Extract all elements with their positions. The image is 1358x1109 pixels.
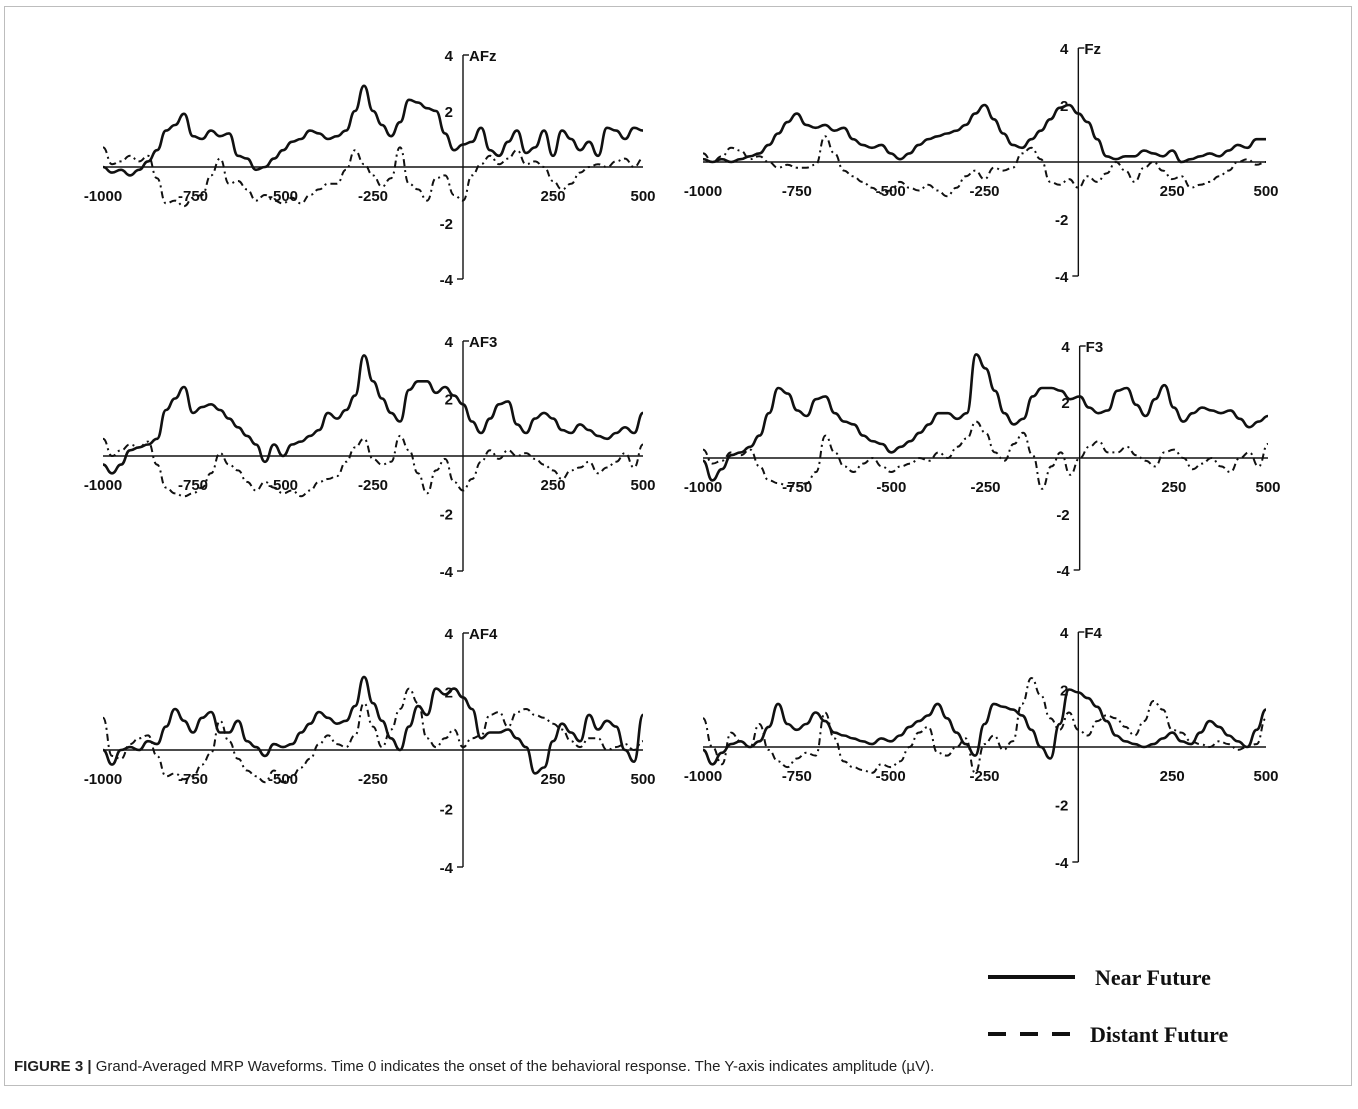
figure-svg: AFz -1000 -750 -500 -250 250 500 4 2 -2 -4 Fz -1000 -…	[84, 41, 1281, 1047]
legend: Near Future Distant Future	[988, 965, 1229, 1047]
x-tick-label: 250	[1161, 479, 1186, 496]
y-tick-label: -2	[1055, 798, 1068, 815]
figure-frame	[4, 6, 1352, 1086]
x-tick-label: -250	[969, 183, 999, 200]
y-tick-label: 4	[1061, 339, 1070, 356]
y-tick-label: -4	[1055, 269, 1069, 286]
y-tick-label: -4	[1056, 563, 1070, 580]
x-tick-label: 500	[630, 477, 655, 494]
channel-label: F3	[1086, 339, 1104, 356]
x-tick-label: -1000	[84, 771, 122, 788]
x-tick-label: 500	[630, 188, 655, 205]
y-tick-label: 4	[1060, 41, 1069, 58]
x-tick-label: -500	[268, 771, 298, 788]
x-tick-label: -250	[358, 771, 388, 788]
x-tick-label: -250	[970, 479, 1000, 496]
channel-label: AF3	[469, 334, 497, 351]
y-tick-label: -2	[1055, 212, 1068, 229]
panel-afz: AFz -1000 -750 -500 -250 250 500 4 2 -2 -4	[84, 48, 656, 289]
y-tick-label: 4	[445, 626, 454, 643]
near-future-line	[702, 103, 1266, 164]
x-tick-label: -1000	[684, 768, 722, 785]
x-tick-label: -750	[782, 183, 812, 200]
near-future-line	[702, 688, 1267, 766]
y-tick-label: 2	[445, 392, 453, 409]
x-tick-label: 250	[540, 188, 565, 205]
x-tick-label: -500	[876, 768, 906, 785]
x-tick-label: -750	[178, 188, 208, 205]
panel-af3: AF3 -1000 -750 -500 -250 250 500 4 2 -2 -4	[84, 334, 656, 581]
x-tick-label: 500	[1253, 183, 1278, 200]
x-tick-label: -500	[268, 188, 298, 205]
legend-near-future-label: Near Future	[1095, 965, 1211, 990]
x-tick-label: 250	[540, 771, 565, 788]
y-tick-label: -4	[440, 860, 454, 877]
x-tick-label: 250	[1160, 183, 1185, 200]
legend-distant-future-label: Distant Future	[1090, 1022, 1229, 1047]
y-tick-label: -4	[440, 564, 454, 581]
channel-label: F4	[1084, 625, 1102, 642]
x-tick-label: 250	[540, 477, 565, 494]
x-tick-label: -750	[782, 768, 812, 785]
y-tick-label: 4	[1060, 625, 1069, 642]
x-tick-label: -500	[876, 479, 906, 496]
caption-label: FIGURE 3 |	[14, 1058, 92, 1075]
x-tick-label: -750	[178, 477, 208, 494]
distant-future-line	[102, 146, 644, 208]
x-tick-label: 500	[1253, 768, 1278, 785]
distant-future-line	[702, 420, 1269, 490]
near-future-line	[702, 353, 1269, 482]
near-future-line	[102, 354, 644, 475]
y-tick-label: 2	[1060, 683, 1068, 700]
y-tick-label: 4	[445, 334, 454, 351]
x-tick-label: -750	[178, 771, 208, 788]
x-tick-label: -1000	[84, 477, 122, 494]
y-tick-label: -2	[440, 802, 453, 819]
distant-future-line	[702, 677, 1267, 774]
near-future-line	[102, 84, 644, 177]
panel-f3: F3 -1000 -750 -500 -250 250 500 4 2 -2 -4	[684, 339, 1281, 580]
y-tick-label: -4	[1055, 855, 1069, 872]
x-tick-label: -250	[358, 477, 388, 494]
near-future-line	[102, 675, 645, 775]
caption-text: Grand-Averaged MRP Waveforms. Time 0 ind…	[95, 1058, 935, 1075]
panel-f4: F4 -1000 -750 -500 -250 250 500 4 2 -2 -4	[684, 625, 1279, 872]
x-tick-label: -1000	[84, 188, 122, 205]
x-tick-label: -250	[358, 188, 388, 205]
panels: AFz -1000 -750 -500 -250 250 500 4 2 -2 -4 Fz -1000 -…	[84, 41, 1281, 877]
x-tick-label: -250	[969, 768, 999, 785]
figure-caption: FIGURE 3 | Grand-Averaged MRP Waveforms.…	[14, 1058, 1344, 1075]
distant-future-line	[702, 135, 1267, 198]
y-tick-label: -2	[440, 216, 453, 233]
x-tick-label: 500	[630, 771, 655, 788]
distant-future-line	[102, 687, 644, 784]
y-tick-label: -4	[440, 272, 454, 289]
x-tick-label: -500	[268, 477, 298, 494]
channel-label: Fz	[1084, 41, 1101, 58]
y-tick-label: 2	[445, 104, 453, 121]
y-tick-label: 4	[445, 48, 454, 65]
x-tick-label: 250	[1160, 768, 1185, 785]
y-tick-label: -2	[440, 507, 453, 524]
y-tick-label: -2	[1056, 507, 1069, 524]
x-tick-label: -1000	[684, 479, 722, 496]
x-tick-label: 500	[1255, 479, 1280, 496]
x-tick-label: -1000	[684, 183, 722, 200]
x-tick-label: -750	[782, 479, 812, 496]
channel-label: AFz	[469, 48, 497, 65]
distant-future-line	[102, 434, 644, 498]
y-tick-label: 2	[1061, 395, 1069, 412]
channel-label: AF4	[469, 626, 498, 643]
